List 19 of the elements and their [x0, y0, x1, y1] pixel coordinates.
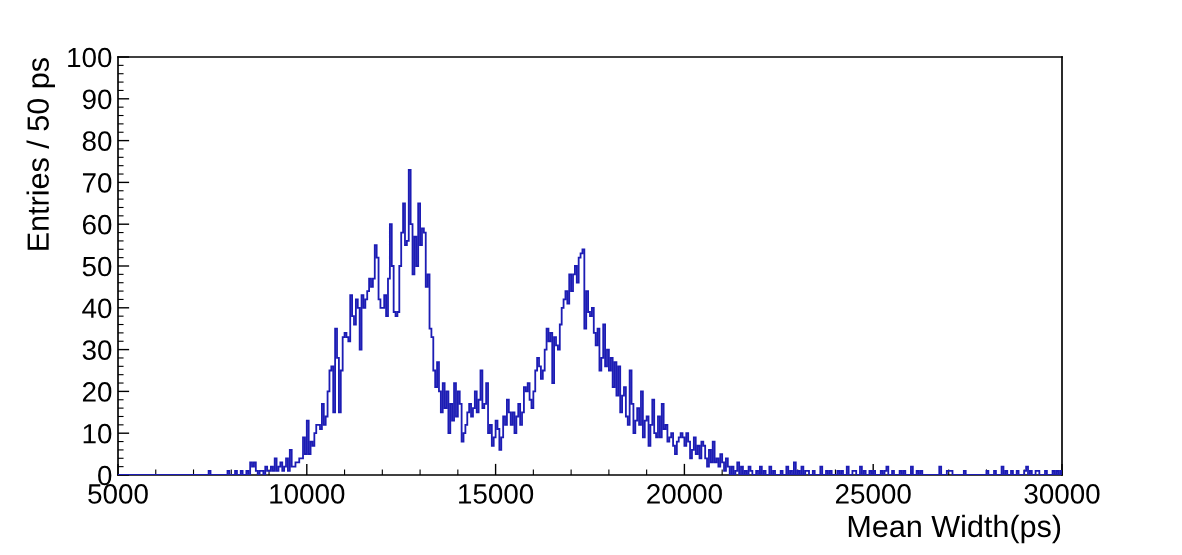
x-tick-label: 30000	[1024, 484, 1100, 504]
y-tick-label: 80	[82, 131, 112, 151]
y-tick-label: 30	[82, 340, 112, 360]
x-tick-label: 5000	[88, 484, 148, 504]
x-tick-label: 15000	[459, 484, 534, 504]
y-tick-label: 50	[82, 256, 112, 277]
y-tick-label: 20	[82, 382, 112, 402]
x-tick-label: 10000	[270, 484, 345, 504]
y-tick-label: 60	[82, 214, 112, 235]
y-tick-label: 0	[98, 465, 112, 486]
y-tick-label: 70	[82, 173, 112, 193]
y-tick-label: 90	[82, 89, 112, 110]
y-tick-label: 40	[82, 298, 112, 319]
x-tick-label: 25000	[835, 484, 911, 504]
y-axis-title: Entries / 50 ps	[26, 58, 55, 250]
x-axis-title: Mean Width(ps)	[848, 514, 1061, 544]
y-tick-label: 10	[83, 423, 112, 444]
x-tick-label: 20000	[647, 484, 722, 504]
y-tick-label: 100	[68, 47, 112, 68]
